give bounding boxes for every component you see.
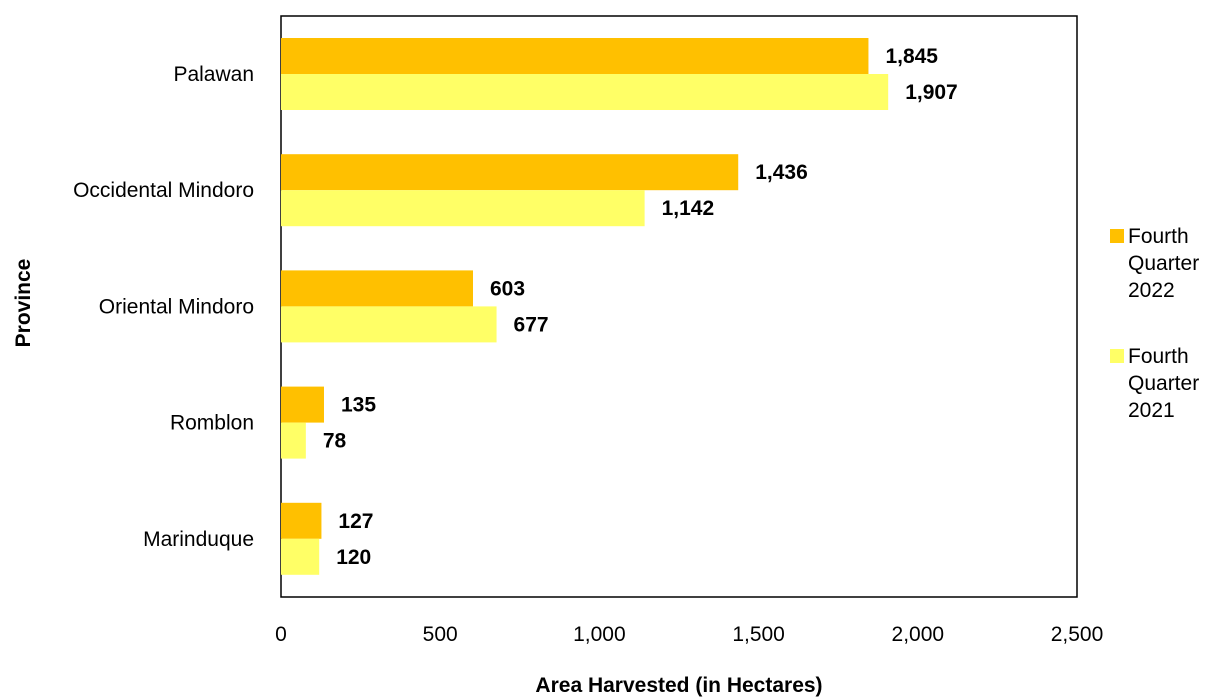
legend-label: 2021 — [1128, 399, 1175, 422]
x-tick-label: 2,500 — [1051, 623, 1104, 646]
x-tick-label: 1,000 — [573, 623, 626, 646]
data-label: 78 — [323, 430, 347, 453]
bar-occidental-mindoro-series-2 — [281, 190, 645, 227]
bar-marinduque-series-2 — [281, 538, 320, 575]
legend-label: Quarter — [1128, 372, 1199, 395]
legend: Fourth Quarter 2022 Fourth Quarter 2021 — [1110, 225, 1199, 422]
legend-label: Fourth — [1128, 225, 1189, 248]
legend-label: Fourth — [1128, 345, 1189, 368]
bars-group — [281, 38, 889, 575]
legend-label: 2022 — [1128, 279, 1175, 302]
data-labels-group: 1,845 1,907 1,436 1,142 603 677 135 78 127 120 — [323, 45, 958, 569]
category-label: Oriental Mindoro — [99, 295, 254, 318]
x-tick-labels-group: 0 500 1,000 1,500 2,000 2,500 — [275, 623, 1103, 646]
data-label: 120 — [336, 546, 371, 569]
data-label: 127 — [338, 510, 373, 533]
data-label: 1,845 — [885, 45, 938, 68]
y-axis-title: Province — [12, 259, 35, 348]
bar-romblon-series-1 — [281, 386, 324, 423]
category-label: Occidental Mindoro — [73, 179, 254, 202]
data-label: 1,436 — [755, 161, 808, 184]
legend-swatch — [1110, 349, 1124, 363]
bar-occidental-mindoro-series-1 — [281, 154, 739, 191]
x-tick-label: 1,500 — [732, 623, 785, 646]
bar-marinduque-series-1 — [281, 502, 322, 539]
data-label: 1,907 — [905, 81, 958, 104]
x-tick-label: 500 — [423, 623, 458, 646]
bar-palawan-series-2 — [281, 74, 889, 110]
x-axis-title: Area Harvested (in Hectares) — [535, 674, 822, 697]
data-label: 677 — [514, 313, 549, 336]
bar-romblon-series-2 — [281, 422, 306, 459]
bar-oriental-mindoro-series-1 — [281, 270, 473, 307]
legend-swatch — [1110, 229, 1124, 243]
x-tick-label: 2,000 — [892, 623, 945, 646]
x-tick-label: 0 — [275, 623, 287, 646]
data-label: 135 — [341, 394, 376, 417]
data-label: 1,142 — [662, 197, 715, 220]
legend-label: Quarter — [1128, 252, 1199, 275]
category-label: Palawan — [173, 63, 254, 86]
bar-oriental-mindoro-series-2 — [281, 306, 497, 343]
category-labels-group: Palawan Occidental Mindoro Oriental Mindor… — [73, 63, 254, 551]
category-label: Marinduque — [143, 528, 254, 551]
bar-palawan-series-1 — [281, 38, 869, 74]
data-label: 603 — [490, 277, 525, 300]
category-label: Romblon — [170, 412, 254, 435]
